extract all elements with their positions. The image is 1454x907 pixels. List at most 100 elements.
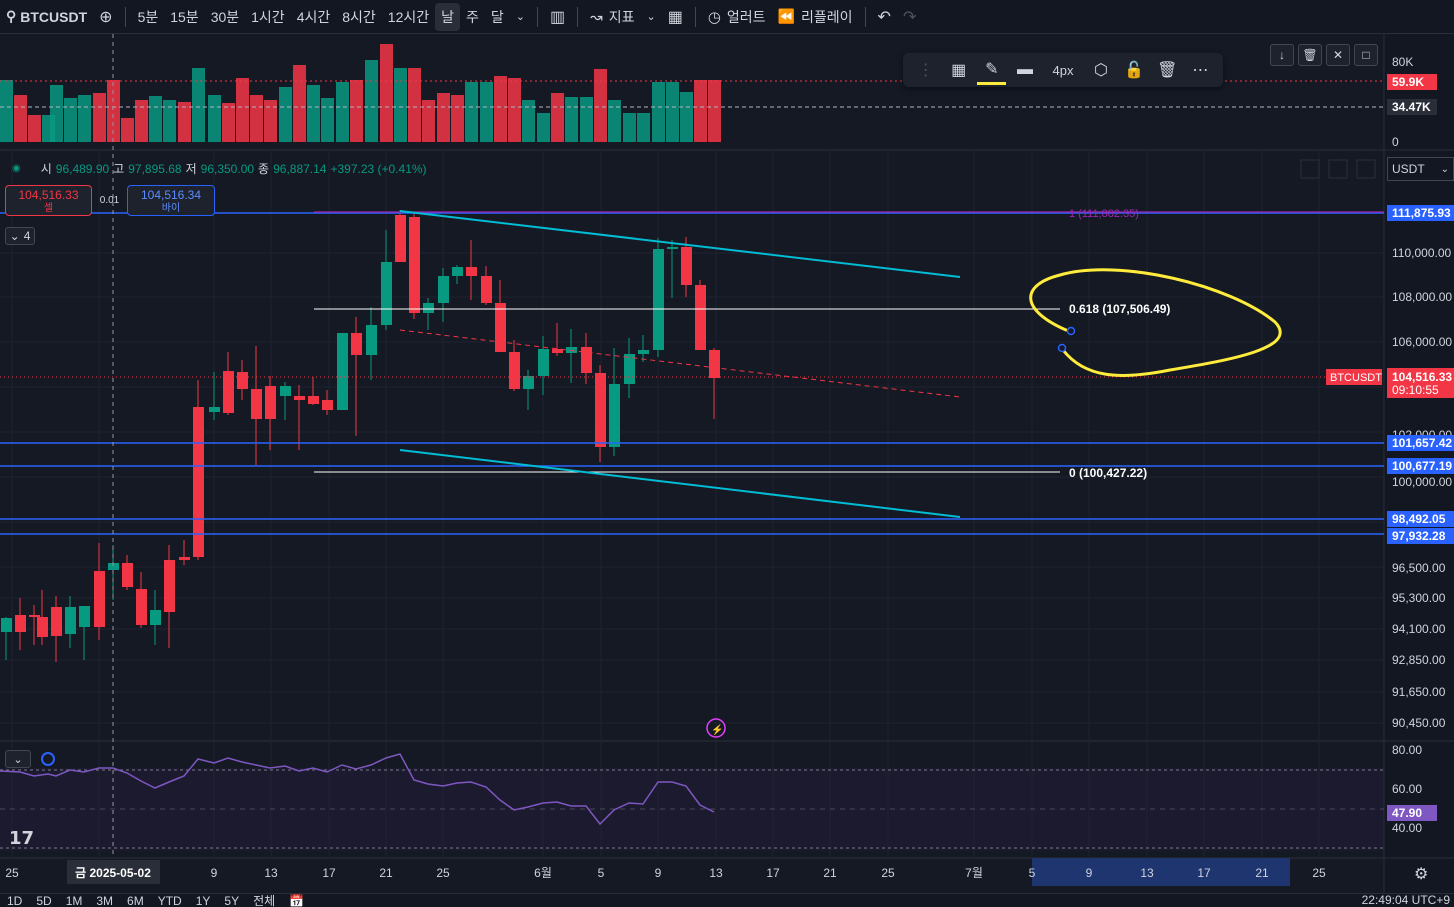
interval-1h[interactable]: 1시간 [251,8,285,25]
price-badge [1387,458,1454,474]
volume-bar [93,93,106,142]
rsi-collapse-button[interactable]: ⌄ [5,750,31,768]
layout-grid-icon[interactable]: ▦ [667,8,683,26]
candle-body [265,386,276,419]
volume-bar [408,68,421,142]
volume-bar [192,68,205,142]
volume-bar [652,82,665,142]
close-value: 96,887.14 [273,161,327,176]
settings-icon[interactable]: ⬡ [1094,62,1108,79]
volume-bar [279,87,292,142]
clock: 22:49:04 UTC+9 [1361,893,1450,907]
indicators-button[interactable]: ↝ 지표 [584,0,640,34]
volume-bar [121,118,134,142]
time-axis-label: 21 [1255,866,1269,880]
line-width-selector[interactable]: 4px [1052,62,1074,78]
volume-bar [178,102,191,142]
symbol-badge-label: BTCUSDT [1330,372,1382,384]
undo-icon[interactable]: ↶ [877,8,891,26]
alert-button[interactable]: ◷ 얼러트 [702,0,772,34]
gear-icon[interactable]: ⚙ [1414,866,1429,883]
interval-8h[interactable]: 8시간 [342,8,376,25]
volume-bar [264,100,277,142]
more-icon[interactable]: ⋯ [1192,62,1209,79]
symbol-search[interactable]: ⚲ BTCUSDT [0,0,93,34]
arrow-down-icon[interactable]: ↓ [1270,44,1294,66]
interval-15m[interactable]: 15분 [170,8,199,25]
pane-nav-icon [1356,159,1376,179]
candle-body [552,349,563,353]
currency-select[interactable]: USDT ⌄ [1387,157,1454,181]
time-axis-label: 17 [766,866,780,880]
range-ytd[interactable]: YTD [157,893,182,907]
pencil-icon[interactable]: ✎ [977,55,1007,85]
candle-body [193,407,204,557]
delete-pane-icon[interactable]: 🗑 [1298,44,1322,66]
time-axis-label: 21 [823,866,837,880]
range-5d[interactable]: 5D [36,893,52,907]
compare-plus-icon[interactable]: ⊕ [99,8,113,26]
price-badge-label: 98,492.05 [1392,512,1446,526]
interval-4h[interactable]: 4시간 [296,8,331,25]
chevron-down-icon[interactable]: ⌄ [646,11,656,23]
replay-button[interactable]: ⏪ 리플레이 [772,0,859,34]
separator [577,6,579,27]
volume-bar [0,80,13,142]
range-1y[interactable]: 1Y [195,893,211,907]
drag-handle-icon[interactable]: ⋮ [917,62,934,79]
interval-week[interactable]: 주 [466,8,479,25]
price-axis-label: 95,300.00 [1392,591,1446,605]
candle-body [709,350,720,378]
eye-icon[interactable]: ◉ [12,163,21,174]
candle-body [164,560,175,612]
calendar-icon[interactable]: 📅 [289,893,305,907]
interval-5m[interactable]: 5분 [137,8,159,25]
line-style-icon[interactable]: ▬ [1016,61,1033,78]
upper-trendline [399,210,961,278]
candle-type-icon[interactable]: ▥ [550,8,566,26]
candle-body [294,396,305,400]
candle-body [251,389,262,419]
trash-icon[interactable]: 🗑 [1157,62,1178,79]
interval-day[interactable]: 날 [435,2,461,31]
candle-body [381,262,392,325]
buy-button[interactable]: 104,516.34 바이 [127,185,215,216]
tradingview-logo: 17 [9,828,35,849]
interval-month[interactable]: 달 [490,8,504,25]
range-6m[interactable]: 6M [127,893,144,907]
range-1d[interactable]: 1D [7,893,23,907]
price-badge [1387,511,1454,527]
maximize-icon[interactable]: □ [1354,44,1378,66]
range-3m[interactable]: 3M [96,893,114,907]
volume-bar [594,69,607,142]
open-label: 시 [40,162,52,176]
candle-body [209,407,220,412]
chevron-down-icon: ⌄ [1440,163,1449,175]
price-badge-label: 97,932.28 [1392,529,1446,543]
price-badge [1387,205,1454,221]
candle-body [395,215,406,262]
redo-icon[interactable]: ↷ [902,8,917,26]
collapse-icon[interactable]: ✕ [1326,44,1350,66]
volume-bar [50,85,63,142]
legend-collapse-button[interactable]: ⌄ 4 [5,227,35,245]
crosshair-date-label: 금 2025-05-02 [75,866,151,880]
candle-body [79,606,90,627]
chevron-down-icon[interactable]: ⌄ [515,11,526,23]
time-axis-label: 13 [264,866,278,880]
candle-body [695,285,706,350]
interval-12h[interactable]: 12시간 [387,8,430,25]
candle-body [223,371,234,413]
interval-30m[interactable]: 30분 [210,8,240,25]
range-5y[interactable]: 5Y [224,893,240,907]
lock-icon[interactable]: 🔓 [1124,62,1145,79]
time-axis-label: 25 [436,866,450,880]
range-all[interactable]: 전체 [253,894,276,907]
sell-button[interactable]: 104,516.33 셀 [5,185,92,216]
volume-bar [551,93,564,142]
templates-icon[interactable]: ▦ [951,62,967,79]
volume-badge-label: 34.47K [1392,100,1431,114]
range-1m[interactable]: 1M [65,893,83,907]
price-axis-label: 108,000.00 [1392,290,1452,304]
volume-bar [250,95,263,142]
